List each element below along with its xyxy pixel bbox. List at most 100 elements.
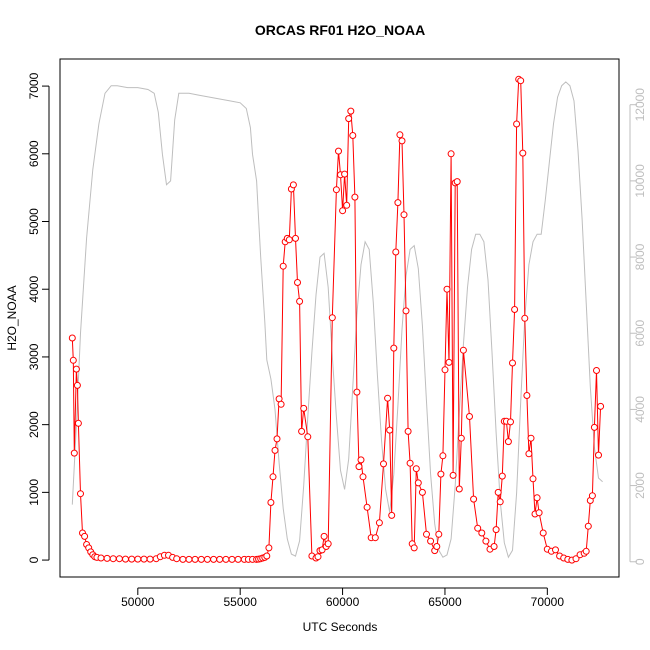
data-point (507, 418, 514, 426)
data-point (392, 248, 400, 256)
data-point (390, 344, 398, 352)
data-point (77, 490, 84, 498)
y-tick-label: 5000 (27, 208, 41, 235)
data-point (210, 555, 218, 563)
data-point (277, 400, 285, 408)
data-point (398, 137, 406, 145)
data-point (396, 131, 404, 139)
data-point (414, 479, 422, 487)
data-point (453, 178, 461, 186)
data-point (203, 555, 211, 563)
data-point (418, 488, 426, 496)
data-point (332, 186, 340, 194)
y-axis-label: H2O_NOAA (5, 285, 19, 350)
data-point (535, 509, 543, 517)
data-point (371, 534, 379, 542)
data-point (470, 495, 478, 503)
data-point (320, 532, 328, 540)
data-point (285, 236, 293, 244)
data-point (300, 404, 308, 412)
data-point (533, 494, 541, 502)
data-point (296, 297, 304, 305)
series-layer (68, 75, 605, 564)
data-point (459, 346, 467, 354)
data-point (68, 334, 76, 342)
data-point (341, 170, 349, 178)
data-point (359, 473, 367, 481)
data-point (267, 499, 275, 506)
data-point (69, 356, 77, 364)
data-point (437, 470, 445, 478)
data-point (339, 207, 347, 215)
data-point (375, 519, 383, 527)
data-point (384, 394, 392, 402)
data-point (511, 306, 519, 313)
data-point (97, 554, 105, 562)
data-point (443, 285, 451, 293)
data-point (447, 150, 455, 158)
data-point (279, 262, 287, 270)
data-point (595, 451, 602, 459)
data-point (314, 553, 322, 561)
y-tick-label: 0 (27, 556, 41, 563)
data-point (521, 314, 529, 322)
data-point (435, 530, 443, 538)
data-point (402, 307, 410, 315)
data-point (228, 555, 236, 563)
data-point (191, 555, 199, 563)
data-point (517, 77, 525, 85)
data-point (304, 433, 312, 441)
data-point (588, 492, 596, 500)
x-axis-label: UTC Seconds (303, 620, 378, 634)
data-point (449, 471, 457, 479)
data-point (498, 472, 506, 480)
data-point (351, 193, 359, 201)
data-point (380, 460, 387, 468)
x-tick-label: 60000 (326, 595, 360, 609)
data-point (572, 555, 580, 563)
data-point (584, 522, 592, 530)
data-point (271, 446, 279, 454)
data-point (400, 211, 408, 219)
y2-tick-label: 12000 (633, 88, 647, 122)
x-tick-label: 55000 (224, 595, 258, 609)
data-point (128, 555, 136, 563)
data-point (478, 529, 486, 537)
data-point (173, 555, 181, 563)
chart-title: ORCAS RF01 H2O_NOAA (255, 22, 425, 38)
data-point (394, 199, 402, 207)
data-point (455, 485, 463, 493)
data-point (509, 359, 516, 367)
data-point (439, 452, 447, 460)
y2-tick-label: 2000 (633, 472, 647, 499)
data-point (466, 413, 473, 420)
y2-tick-label: 8000 (633, 243, 647, 270)
data-point (593, 367, 600, 374)
data-point (445, 358, 453, 366)
data-point (349, 132, 357, 139)
data-point (298, 427, 306, 435)
data-point (328, 314, 336, 322)
axes-layer: 50000 55000 60000 65000 70000010002000300040… (27, 72, 647, 609)
data-point (386, 426, 394, 434)
y-tick-label: 3000 (27, 343, 41, 370)
data-point (490, 543, 498, 550)
data-point (482, 537, 490, 545)
y-tick-label: 7000 (27, 72, 41, 99)
data-point (353, 388, 361, 396)
data-point (427, 537, 435, 545)
data-point (197, 555, 205, 563)
data-point (582, 547, 590, 555)
data-point (357, 456, 365, 464)
data-point (496, 498, 504, 506)
data-point (388, 511, 396, 519)
data-point (404, 427, 412, 435)
data-point (109, 555, 117, 563)
data-point (185, 555, 193, 563)
data-point (529, 475, 537, 483)
data-point (234, 555, 242, 563)
data-point (523, 392, 531, 399)
data-point (72, 365, 80, 373)
data-point (525, 450, 533, 458)
